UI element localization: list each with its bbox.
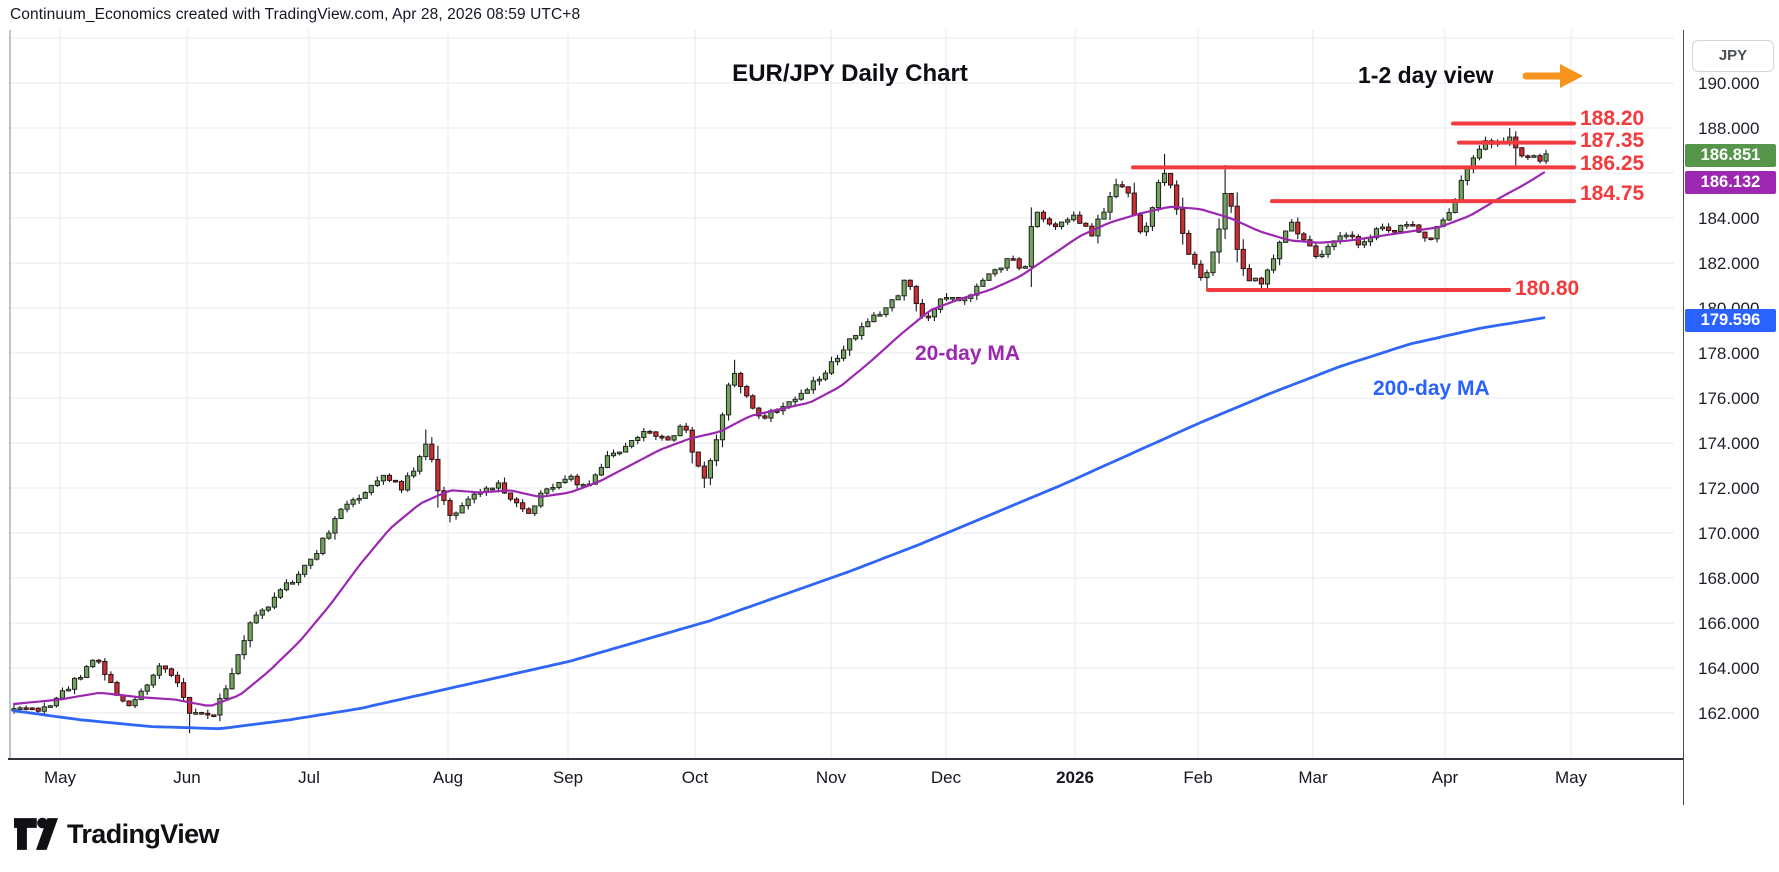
price-tick-176.000: 176.000	[1698, 389, 1760, 408]
price-badge-186.851: 186.851	[1685, 143, 1776, 167]
price-badge-179.596: 179.596	[1685, 308, 1776, 332]
price-tick-164.000: 164.000	[1698, 659, 1760, 678]
currency-badge: JPY	[1692, 40, 1774, 72]
credit-line: Continuum_Economics created with Trading…	[10, 6, 581, 23]
time-label-Jun: Jun	[173, 768, 201, 787]
time-label-Aug: Aug	[432, 768, 464, 787]
time-label-Jul: Jul	[298, 768, 320, 787]
price-tick-168.000: 168.000	[1698, 569, 1760, 588]
level-label-186.25: 186.25	[1580, 152, 1645, 175]
chart-title: EUR/JPY Daily Chart	[732, 60, 968, 87]
tradingview-logo-text: TradingView	[67, 818, 220, 849]
price-tick-174.000: 174.000	[1698, 434, 1760, 453]
ma200-label: 200-day MA	[1373, 377, 1490, 400]
price-tick-170.000: 170.000	[1698, 524, 1760, 543]
price-tick-182.000: 182.000	[1698, 254, 1760, 273]
price-tick-190.000: 190.000	[1698, 74, 1760, 93]
time-label-Sep: Sep	[552, 768, 584, 787]
time-label-Apr: Apr	[1431, 768, 1459, 787]
level-label-187.35: 187.35	[1580, 129, 1645, 152]
time-label-Mar: Mar	[1298, 768, 1328, 787]
price-tick-184.000: 184.000	[1698, 209, 1760, 228]
right-arrow-icon	[1522, 60, 1586, 97]
price-tick-172.000: 172.000	[1698, 479, 1760, 498]
level-label-188.20: 188.20	[1580, 107, 1645, 130]
price-tick-178.000: 178.000	[1698, 344, 1760, 363]
level-label-184.75: 184.75	[1580, 182, 1645, 205]
price-tick-188.000: 188.000	[1698, 119, 1760, 138]
level-label-180.80: 180.80	[1515, 277, 1580, 300]
price-axis-divider	[1683, 30, 1684, 805]
price-tick-166.000: 166.000	[1698, 614, 1760, 633]
time-label-May: May	[43, 768, 77, 787]
ma20-label: 20-day MA	[915, 342, 1021, 365]
time-axis-line	[8, 758, 1683, 760]
tradingview-logo[interactable]: TradingView	[14, 816, 220, 852]
price-tick-162.000: 162.000	[1698, 704, 1760, 723]
time-label-Oct: Oct	[681, 768, 709, 787]
view-horizon-note: 1-2 day view	[1358, 62, 1494, 88]
time-label-Dec: Dec	[930, 768, 962, 787]
price-badge-186.132: 186.132	[1685, 170, 1776, 194]
time-label-Nov: Nov	[815, 768, 847, 787]
time-label-2026: 2026	[1056, 768, 1094, 787]
tradingview-logo-icon	[14, 817, 58, 850]
price-chart-canvas[interactable]	[8, 30, 1674, 758]
time-label-Feb: Feb	[1183, 768, 1213, 787]
time-label-May: May	[1554, 768, 1588, 787]
